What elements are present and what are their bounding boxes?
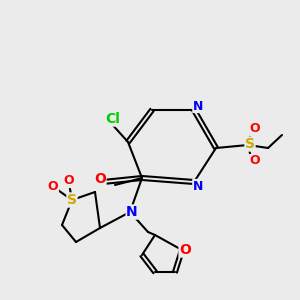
Text: S: S: [67, 193, 77, 207]
Text: N: N: [193, 179, 203, 193]
Text: N: N: [126, 205, 138, 219]
Text: O: O: [94, 172, 106, 186]
Text: S: S: [245, 137, 255, 151]
Text: O: O: [250, 122, 260, 136]
Text: O: O: [179, 243, 191, 257]
Text: O: O: [250, 154, 260, 167]
Text: N: N: [193, 100, 203, 112]
Text: O: O: [64, 175, 74, 188]
Text: Cl: Cl: [106, 112, 120, 126]
Text: O: O: [48, 181, 58, 194]
